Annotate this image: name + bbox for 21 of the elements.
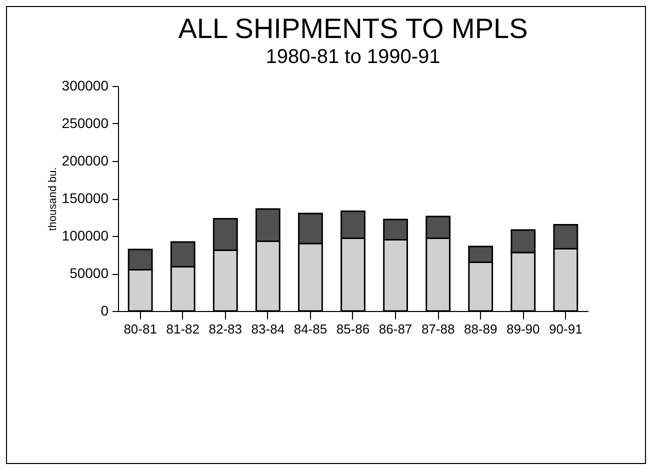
x-tick-label: 84-85 [294,322,328,336]
x-tick-label: 86-87 [378,322,412,336]
y-tick-label: 200000 [62,152,109,168]
y-axis-title: thousand bu. [46,167,59,231]
x-tick-label: 87-88 [421,322,455,336]
chart-title: ALL SHIPMENTS TO MPLS [178,13,528,44]
y-tick-label: 150000 [62,190,109,206]
x-tick-label: 85-86 [336,322,370,336]
y-tick-label: 50000 [70,265,109,281]
y-tick-label: 100000 [62,228,109,244]
x-tick-label: 82-83 [208,322,242,336]
x-tick-label: 88-89 [464,322,498,336]
y-tick-label: 250000 [62,115,109,131]
chart-subtitle: 1980-81 to 1990-91 [266,46,440,68]
y-tick-label: 0 [100,302,109,318]
x-tick-label: 90-91 [549,322,582,336]
x-tick-label: 80-81 [124,322,157,336]
y-tick-label: 300000 [62,78,109,94]
x-tick-label: 89-90 [506,322,540,336]
x-tick-label: 83-84 [251,322,285,336]
x-tick-label: 81-82 [166,322,200,336]
